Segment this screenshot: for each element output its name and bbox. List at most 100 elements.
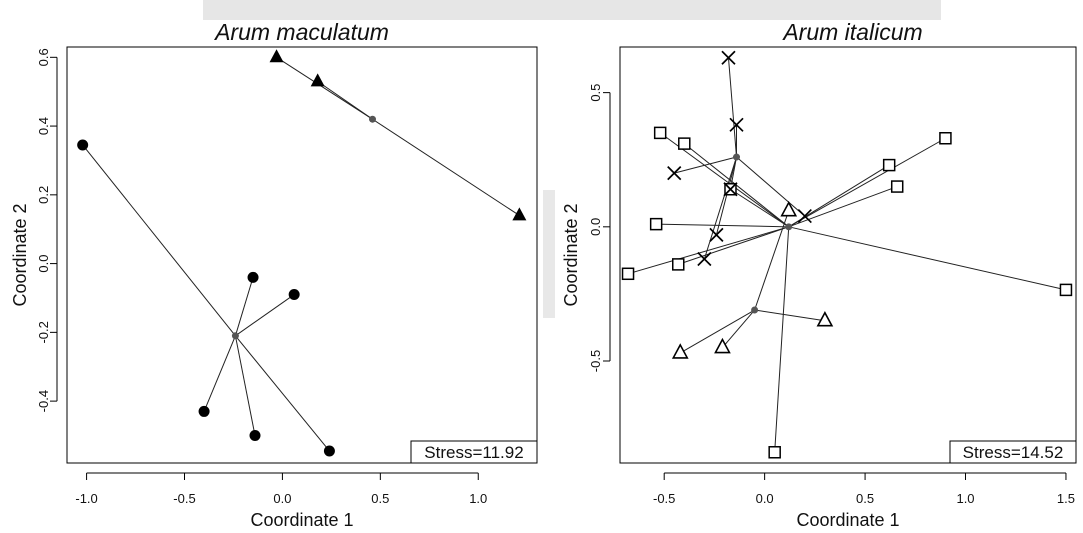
stress-label: Stress=14.52	[963, 443, 1064, 462]
data-point	[768, 446, 781, 459]
spoke-line	[678, 226, 789, 265]
centroid-point	[785, 223, 793, 231]
centroid-point	[231, 332, 239, 340]
centroid-point	[369, 115, 376, 123]
spoke-line	[235, 294, 295, 337]
spoke-line	[276, 56, 373, 120]
data-point	[697, 251, 712, 267]
data-point	[714, 337, 731, 354]
spoke-line	[82, 144, 236, 337]
spoke-line	[730, 188, 790, 228]
data-point	[671, 343, 689, 359]
x-tick-label: 1.5	[1057, 491, 1075, 506]
spoke-line	[715, 156, 737, 235]
spoke-line	[788, 186, 898, 228]
spoke-line	[754, 210, 790, 311]
x-tick-label: 1.0	[469, 491, 487, 506]
x-axis-title: Coordinate 1	[250, 510, 353, 530]
data-point	[269, 49, 284, 63]
data-point	[653, 126, 667, 140]
spoke-line	[235, 335, 330, 452]
y-tick-label: 0.5	[588, 84, 603, 102]
data-point	[247, 271, 259, 283]
stress-box	[949, 440, 1077, 464]
chart-title: Arum italicum	[781, 19, 922, 45]
divider-strip	[543, 190, 555, 318]
spoke-line	[234, 335, 256, 436]
data-point	[780, 200, 798, 217]
data-point	[649, 217, 663, 231]
spoke-line	[722, 309, 755, 348]
data-point	[723, 182, 738, 197]
data-point	[667, 166, 682, 181]
spoke-line	[627, 226, 789, 275]
stress-box	[410, 440, 538, 464]
centroid-point	[733, 153, 741, 161]
cross-stroke-b	[723, 182, 738, 197]
y-axis-title: Coordinate 2	[10, 203, 30, 306]
x-tick-label: 0.0	[756, 491, 774, 506]
y-tick-label: -0.5	[588, 350, 603, 372]
data-point	[288, 289, 300, 301]
data-point	[512, 207, 527, 221]
x-tick-label: -1.0	[75, 491, 97, 506]
spoke-line	[754, 309, 825, 322]
spoke-line	[788, 137, 946, 228]
data-point	[709, 227, 724, 242]
top-banner-strip	[203, 0, 941, 20]
x-axis-title: Coordinate 1	[796, 510, 899, 530]
data-point	[797, 208, 812, 224]
cross-stroke-b	[797, 208, 812, 224]
x-tick-label: 0.5	[371, 491, 389, 506]
x-tick-label: -0.5	[653, 491, 675, 506]
data-point	[249, 429, 261, 441]
spoke-line	[317, 80, 373, 120]
y-tick-label: 0.2	[36, 186, 51, 204]
data-point	[721, 50, 736, 65]
data-point	[323, 445, 335, 457]
spoke-line	[680, 309, 755, 354]
plot-frame	[66, 46, 538, 464]
data-point	[1059, 283, 1073, 297]
data-point	[672, 258, 685, 271]
spoke-line	[788, 226, 1067, 291]
spoke-line	[234, 277, 254, 336]
y-tick-label: 0.6	[36, 48, 51, 66]
panel-arum-italicum: Arum italicum -0.5 0.0 0.5 1.0 1.5 -0.5 0.0 0.5 C…	[561, 19, 1077, 530]
spoke-line	[774, 226, 790, 453]
spoke-line	[736, 156, 806, 217]
data-point	[729, 117, 744, 132]
spoke-line	[372, 118, 520, 216]
y-axis-title: Coordinate 2	[561, 203, 581, 306]
y-tick-label: 0.0	[36, 255, 51, 273]
plot-frame	[619, 46, 1077, 464]
x-tick-label: 0.5	[856, 491, 874, 506]
centroid-point	[751, 306, 759, 314]
cross-stroke-b	[697, 251, 712, 267]
data-point	[77, 139, 89, 151]
x-tick-label: -0.5	[173, 491, 195, 506]
y-tick-label: 0.0	[588, 218, 603, 236]
stress-label: Stress=11.92	[424, 443, 523, 462]
x-tick-label: 0.0	[273, 491, 291, 506]
data-point	[816, 311, 834, 327]
spoke-line	[674, 156, 737, 174]
y-tick-label: -0.2	[36, 321, 51, 343]
cross-stroke-b	[721, 50, 736, 65]
data-point	[678, 137, 691, 150]
y-tick-label: 0.4	[36, 117, 51, 135]
data-point	[198, 405, 210, 417]
data-point	[939, 132, 952, 145]
cross-stroke-b	[709, 227, 724, 242]
spoke-line	[203, 335, 236, 412]
x-tick-label: 1.0	[956, 491, 974, 506]
panel-arum-maculatum: Arum maculatum -1.0 -0.5 0.0 0.5 1.0 -0.4 -0.2 0…	[10, 19, 538, 530]
spoke-line	[656, 223, 789, 228]
cross-stroke-b	[667, 166, 682, 181]
data-point	[310, 73, 325, 87]
cross-stroke-b	[729, 117, 744, 132]
data-point	[890, 180, 904, 193]
chart-title: Arum maculatum	[213, 19, 389, 45]
data-point	[621, 267, 635, 281]
